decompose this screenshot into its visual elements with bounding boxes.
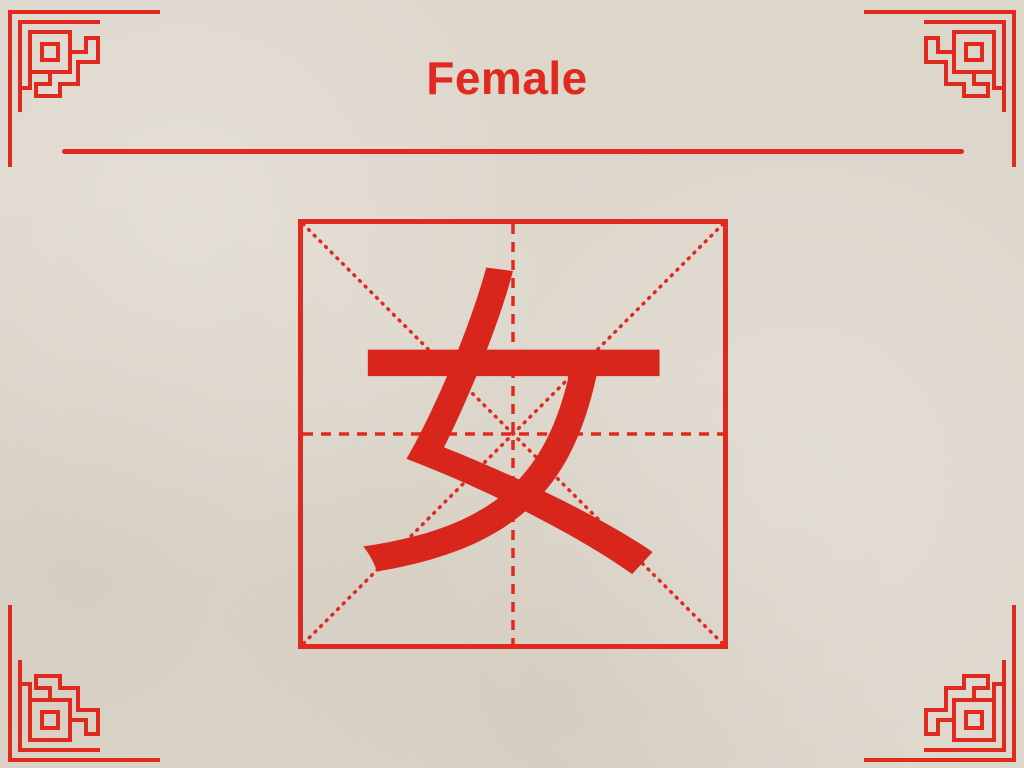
- corner-ornament-bottom-left-icon: [8, 605, 160, 762]
- page-title: Female: [426, 52, 588, 104]
- chinese-character: 女: [348, 242, 678, 626]
- title-divider: [62, 149, 964, 154]
- grid-diagonal-2: [301, 222, 725, 646]
- corner-ornament-top-right-icon: [864, 10, 1016, 167]
- corner-ornament-bottom-right-icon: [864, 605, 1016, 762]
- practice-grid-icon: [298, 219, 728, 649]
- corner-ornament-top-left-icon: [8, 10, 160, 167]
- grid-border: [298, 219, 728, 649]
